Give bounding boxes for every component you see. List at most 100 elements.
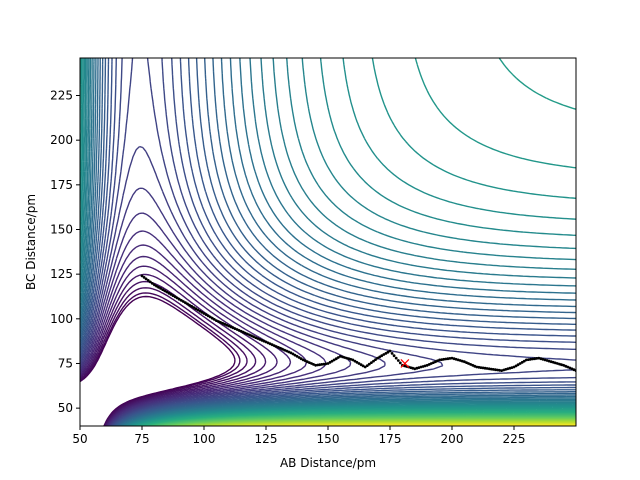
y-tick-label: 50 [58,401,73,415]
trajectory-point [568,366,572,370]
trajectory-point [382,353,386,356]
trajectory-point [243,331,247,335]
x-tick-label: 75 [134,432,149,446]
trajectory-point [529,357,532,361]
trajectory-point [376,356,379,360]
trajectory-point [150,282,154,285]
trajectory-point [498,368,501,372]
y-tick-label: 75 [58,356,73,370]
trajectory-point [469,363,472,366]
trajectory-point [429,362,433,365]
trajectory-point [556,362,559,365]
trajectory-point [250,334,253,338]
trajectory-point [500,369,503,372]
trajectory-point [541,357,545,361]
x-axis: 50 75 100 125 150 175 200 225 [72,426,525,446]
trajectory-point [283,348,286,352]
trajectory-point [345,356,348,360]
trajectory-point [144,277,148,281]
trajectory-point [454,357,458,361]
trajectory-point [287,350,291,354]
trajectory-point [553,361,557,365]
trajectory-point [262,339,266,343]
trajectory-point [396,359,400,362]
trajectory-point [473,364,477,368]
trajectory-point [159,287,163,290]
trajectory-point [264,340,268,344]
y-tick-label: 175 [50,178,73,192]
trajectory-point [165,290,169,294]
trajectory-point [326,362,330,365]
trajectory-point [423,364,427,368]
trajectory-point [448,357,452,360]
trajectory-point [365,364,369,367]
trajectory-point [485,367,489,370]
trajectory-point [314,363,317,367]
trajectory-point [308,361,311,364]
trajectory-point [413,367,417,371]
y-tick-label: 100 [50,312,73,326]
trajectory-point [355,360,359,364]
trajectory-point [258,338,262,341]
y-tick-label: 200 [50,133,73,147]
trajectory-point [504,368,508,371]
trajectory-point [444,357,448,361]
trajectory-point [208,315,212,319]
x-tick-label: 225 [503,432,526,446]
trajectory-point [196,308,200,312]
trajectory-point [221,321,225,325]
trajectory-point [305,360,309,364]
trajectory-point [367,362,371,366]
trajectory-point [281,347,284,351]
trajectory-point [142,276,146,279]
y-tick-label: 225 [50,89,73,103]
trajectory-point [239,329,243,333]
trajectory-point [301,358,305,362]
trajectory-point [522,359,526,363]
trajectory-point [227,324,231,328]
trajectory-point [177,297,181,301]
trajectory-point [332,358,336,362]
x-tick-label: 50 [72,432,87,446]
trajectory-point [394,356,398,360]
trajectory-point [518,362,522,365]
trajectory-point [531,357,534,361]
trajectory-point [140,274,144,278]
marker [400,359,410,368]
trajectory-point [547,359,551,363]
trajectory-point [372,359,375,363]
trajectory-point [336,356,340,359]
trajectory-point [436,359,439,363]
trajectory-point [487,367,491,371]
trajectory-point [525,358,528,362]
trajectory-point [562,363,565,367]
trajectory-point [380,354,384,358]
trajectory-point [419,365,423,369]
trajectory-point [200,310,204,314]
trajectory-point [299,357,303,361]
trajectory-point [181,300,185,303]
trajectory-point [572,368,576,372]
trajectory-point [268,342,272,346]
trajectory-point [289,351,293,355]
trajectory-point [153,283,156,287]
trajectory-point [277,346,280,349]
trajectory-point [390,352,394,355]
trajectory-point [463,360,466,364]
trajectory-point [274,345,278,348]
trajectory-point [512,365,516,369]
trajectory-point [320,363,324,366]
trajectory-point [270,343,274,347]
x-tick-label: 200 [441,432,464,446]
trajectory-point [312,363,315,366]
trajectory-point [349,357,353,361]
trajectory-point [450,356,454,360]
trajectory-point [417,366,421,369]
trajectory-point [491,368,495,371]
y-axis-label: BC Distance/pm [24,194,38,290]
trajectory-point [425,363,429,367]
x-tick-label: 100 [193,432,216,446]
trajectory-point [398,361,402,365]
trajectory-point [163,289,167,293]
